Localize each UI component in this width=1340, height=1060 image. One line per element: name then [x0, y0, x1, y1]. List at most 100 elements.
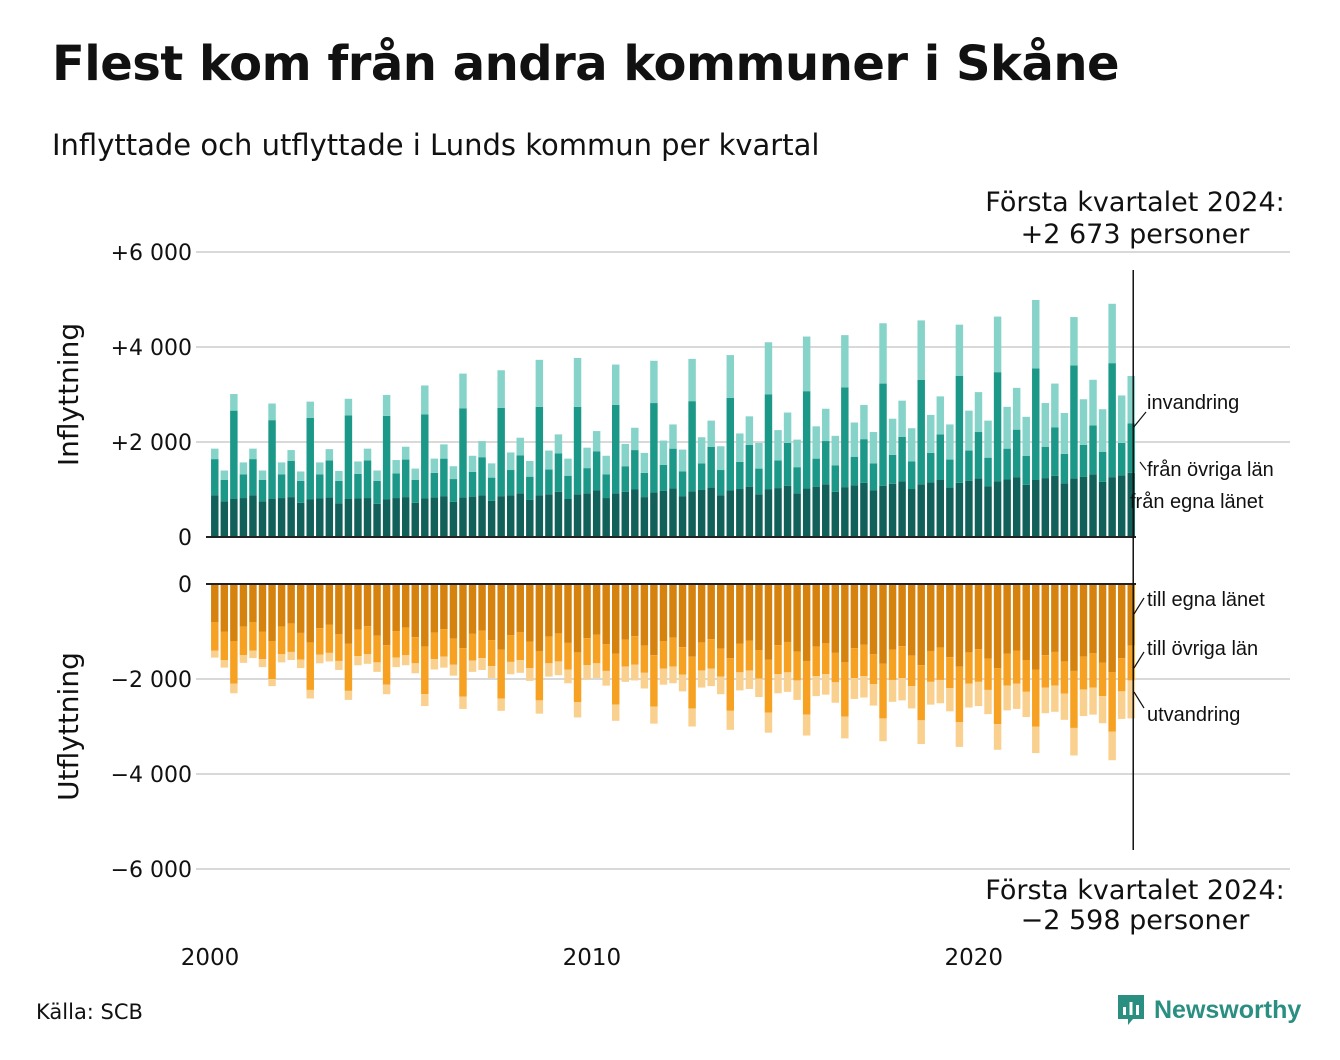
bar-in-series-2 — [392, 473, 400, 499]
bar-in-series-3 — [974, 392, 983, 433]
series-label: från egna länet — [1130, 491, 1264, 513]
bar-out-series-1 — [382, 584, 391, 646]
bar-out-series-2 — [850, 648, 859, 679]
bar-in-series-3 — [993, 316, 1002, 373]
bar-out-series-2 — [936, 647, 945, 680]
bar-in-series-3 — [1041, 403, 1050, 447]
bar-out-series-2 — [583, 638, 591, 666]
bar-in-series-2 — [268, 420, 276, 499]
source-note: Källa: SCB — [36, 1000, 143, 1024]
bar-in-series-3 — [783, 412, 792, 443]
bar-out-series-3 — [287, 651, 295, 660]
bar-out-series-3 — [1012, 683, 1021, 709]
series-label-leader — [1133, 691, 1145, 709]
bar-out-series-3 — [1060, 693, 1069, 720]
bar-in-series-1 — [1051, 475, 1059, 537]
bar-in-series-1 — [1079, 476, 1088, 537]
bar-out-series-3 — [946, 688, 954, 712]
annotation-top-line: +2 673 personer — [1021, 219, 1251, 250]
bar-in-series-1 — [421, 498, 429, 537]
bar-out-series-3 — [316, 654, 324, 664]
bar-in-series-2 — [1108, 363, 1116, 478]
bar-in-series-2 — [564, 475, 572, 499]
series-label-leader — [1132, 411, 1147, 429]
bar-out-series-2 — [1127, 645, 1135, 681]
bar-in-series-2 — [430, 472, 439, 498]
bar-out-series-1 — [506, 584, 515, 636]
bar-out-series-2 — [1051, 651, 1059, 686]
bar-in-series-2 — [1127, 423, 1135, 473]
bar-out-series-3 — [277, 654, 286, 663]
bar-out-series-3 — [717, 676, 725, 695]
bar-out-series-2 — [898, 646, 906, 679]
bar-in-series-2 — [611, 404, 620, 494]
bar-in-series-3 — [411, 468, 419, 480]
bar-out-series-2 — [497, 649, 505, 699]
bar-out-series-3 — [993, 724, 1002, 750]
bar-out-series-3 — [898, 678, 906, 701]
bar-out-series-1 — [659, 584, 668, 641]
bar-out-series-3 — [688, 708, 696, 727]
bar-out-series-2 — [1032, 669, 1040, 727]
bar-in-series-3 — [230, 394, 238, 411]
bar-out-series-3 — [1108, 731, 1116, 761]
bar-out-series-1 — [306, 584, 314, 643]
bar-in-series-1 — [516, 493, 524, 537]
bar-out-series-2 — [822, 643, 830, 675]
bar-out-series-2 — [1108, 672, 1116, 732]
bar-in-series-2 — [554, 453, 563, 492]
bar-in-series-3 — [936, 396, 945, 435]
bar-out-series-2 — [421, 646, 429, 695]
brand-logo[interactable]: Newsworthy — [1116, 993, 1301, 1027]
bar-in-series-3 — [258, 470, 267, 480]
bar-in-series-2 — [573, 406, 582, 495]
bar-in-series-1 — [220, 501, 229, 537]
bar-out-series-2 — [354, 629, 362, 657]
bar-in-series-3 — [401, 446, 410, 460]
bar-out-series-1 — [487, 584, 496, 641]
bar-in-series-1 — [449, 501, 458, 537]
bar-out-series-1 — [277, 584, 286, 627]
bar-in-series-1 — [526, 499, 534, 537]
bar-out-series-1 — [1051, 584, 1059, 652]
bar-in-series-1 — [335, 503, 343, 537]
bar-in-series-2 — [249, 459, 257, 496]
bar-out-series-2 — [726, 658, 735, 711]
bar-in-series-1 — [373, 503, 381, 537]
bar-in-series-2 — [955, 375, 964, 483]
bar-out-series-2 — [316, 628, 324, 655]
bar-in-series-1 — [287, 497, 295, 537]
bar-in-series-3 — [487, 463, 496, 478]
bar-out-series-1 — [888, 584, 897, 650]
bar-in-series-3 — [774, 430, 782, 461]
bar-out-series-1 — [325, 584, 334, 625]
bar-out-series-1 — [774, 584, 782, 646]
bar-out-series-3 — [831, 682, 840, 703]
bar-in-series-3 — [344, 398, 353, 416]
bar-in-series-3 — [545, 450, 553, 470]
bar-in-series-1 — [860, 482, 868, 537]
bar-in-series-2 — [497, 407, 505, 497]
bar-in-series-1 — [1117, 475, 1126, 537]
x-tick-label: 2010 — [563, 945, 622, 971]
bar-out-series-3 — [583, 665, 591, 680]
bar-in-series-2 — [869, 463, 878, 491]
bar-in-series-2 — [545, 469, 553, 495]
bar-in-series-1 — [764, 489, 773, 537]
bar-in-series-1 — [659, 490, 668, 537]
bar-in-series-1 — [745, 486, 754, 537]
bar-in-series-3 — [583, 447, 591, 469]
bar-in-series-2 — [516, 455, 524, 494]
bar-out-series-3 — [726, 710, 735, 730]
bar-out-series-1 — [697, 584, 706, 643]
bar-out-series-2 — [927, 650, 935, 682]
bar-out-series-2 — [774, 645, 782, 675]
bar-out-series-3 — [611, 704, 620, 721]
bar-in-series-3 — [382, 394, 391, 416]
bar-out-series-2 — [296, 632, 305, 660]
bar-out-series-3 — [363, 654, 372, 664]
bar-in-series-3 — [468, 455, 477, 472]
bar-in-series-2 — [354, 473, 362, 499]
bar-in-series-3 — [917, 320, 925, 380]
bar-out-series-1 — [965, 584, 973, 653]
